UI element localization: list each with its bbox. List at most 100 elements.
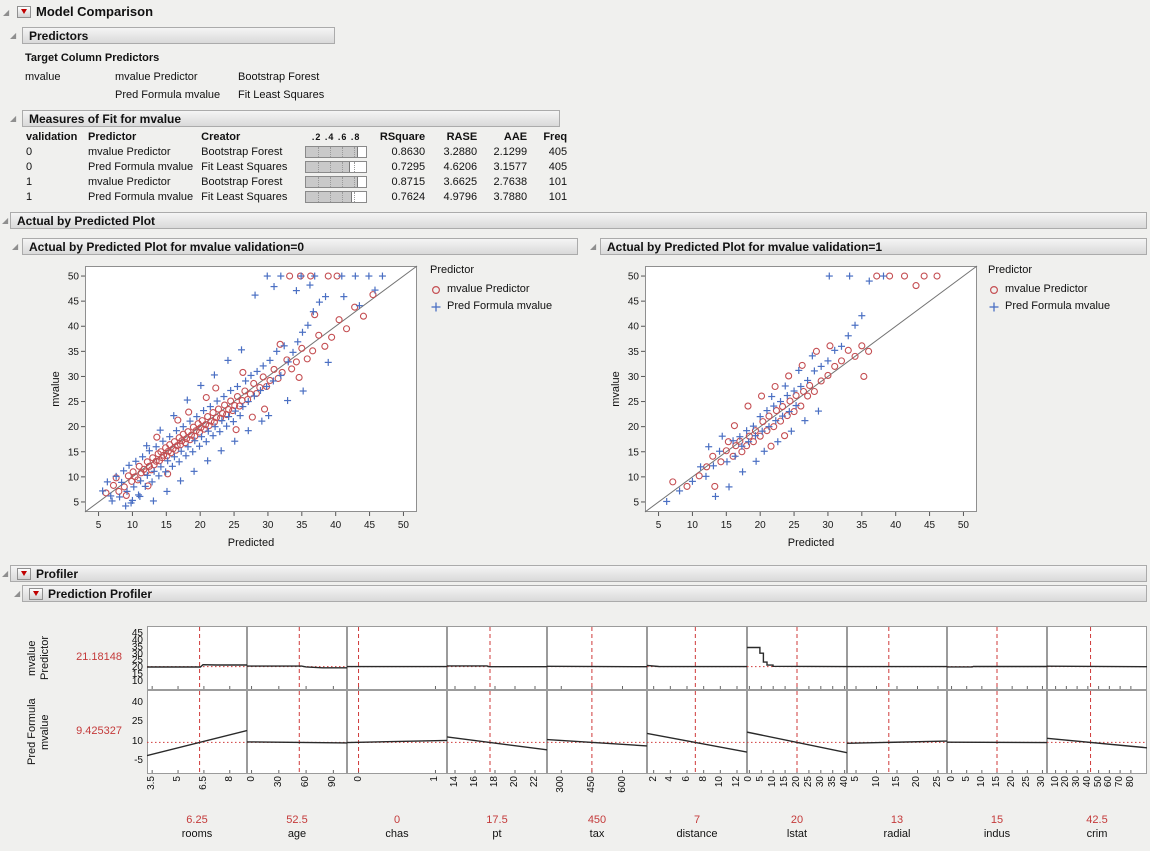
scatter-point[interactable] — [263, 382, 271, 390]
scatter-point[interactable] — [150, 461, 158, 469]
scatter-point[interactable] — [137, 477, 145, 485]
factor-current-value[interactable]: 450 — [587, 814, 607, 826]
scatter-point[interactable] — [186, 436, 194, 444]
scatter-point[interactable] — [231, 437, 239, 445]
legend-item[interactable]: mvalue Predictor — [430, 281, 552, 298]
scatter-point[interactable] — [760, 447, 768, 455]
scatter-point[interactable] — [284, 397, 292, 405]
scatter-point[interactable] — [738, 442, 746, 450]
scatter-point[interactable] — [205, 422, 213, 430]
profiler-cell-radial[interactable] — [847, 690, 947, 774]
scatter-point[interactable] — [767, 442, 775, 450]
disclosure-triangle[interactable]: ◢ — [2, 569, 9, 578]
scatter-point[interactable] — [263, 272, 271, 280]
scatter-point[interactable] — [193, 413, 201, 421]
scatter-point[interactable] — [371, 286, 379, 294]
scatter-point[interactable] — [259, 362, 267, 370]
scatter-point[interactable] — [204, 413, 212, 421]
scatter-plot-val1[interactable]: 5 10 15 20 25 30 35 40 45 50 5 10 15 20 25 30 35 40 45 50 Pr… — [608, 260, 985, 556]
scatter-point[interactable] — [212, 414, 220, 422]
scatter-point[interactable] — [824, 371, 832, 379]
profiler-cell-crim[interactable] — [1047, 690, 1147, 774]
scatter-point[interactable] — [231, 402, 239, 410]
scatter-point[interactable] — [779, 412, 787, 420]
scatter-point[interactable] — [315, 298, 323, 306]
scatter-point[interactable] — [663, 497, 671, 505]
scatter-point[interactable] — [342, 325, 351, 333]
factor-current-value[interactable]: 7 — [693, 814, 701, 826]
scatter-point[interactable] — [258, 417, 266, 425]
scatter-point[interactable] — [270, 283, 278, 291]
scatter-point[interactable] — [276, 340, 284, 348]
scatter-point[interactable] — [702, 472, 710, 480]
scatter-point[interactable] — [288, 365, 296, 373]
scatter-point[interactable] — [817, 362, 825, 370]
scatter-point[interactable] — [197, 381, 205, 389]
profiler-cell-tax[interactable] — [547, 690, 647, 774]
scatter-point[interactable] — [729, 437, 737, 445]
scatter-point[interactable] — [139, 453, 147, 461]
scatter-point[interactable] — [277, 371, 285, 379]
scatter-point[interactable] — [774, 438, 782, 446]
scatter-point[interactable] — [191, 437, 199, 445]
scatter-point[interactable] — [772, 417, 780, 425]
scatter-point[interactable] — [865, 347, 873, 355]
profiler-cell-radial[interactable] — [847, 626, 947, 690]
factor-current-value[interactable]: 42.5 — [1086, 814, 1108, 826]
scatter-point[interactable] — [198, 433, 206, 441]
scatter-point[interactable] — [116, 493, 124, 501]
scatter-point[interactable] — [824, 357, 832, 365]
scatter-point[interactable] — [751, 432, 759, 440]
scatter-point[interactable] — [145, 462, 153, 470]
scatter-point[interactable] — [233, 392, 241, 401]
scatter-point[interactable] — [324, 272, 332, 280]
scatter-point[interactable] — [185, 408, 193, 416]
scatter-point[interactable] — [122, 502, 130, 510]
scatter-point[interactable] — [187, 431, 195, 439]
scatter-point[interactable] — [209, 432, 217, 440]
scatter-point[interactable] — [155, 472, 163, 480]
scatter-point[interactable] — [744, 402, 752, 410]
scatter-point[interactable] — [304, 321, 312, 329]
scatter-point[interactable] — [298, 328, 306, 336]
scatter-point[interactable] — [355, 302, 363, 310]
factor-current-value[interactable]: 52.5 — [286, 814, 308, 826]
profiler-cell-lstat[interactable] — [747, 626, 847, 690]
scatter-point[interactable] — [781, 382, 789, 390]
profiler-cell-rooms[interactable] — [147, 690, 247, 774]
scatter-point[interactable] — [844, 332, 852, 340]
scatter-point[interactable] — [259, 373, 267, 381]
scatter-point[interactable] — [143, 471, 151, 479]
scatter-point[interactable] — [851, 321, 859, 329]
scatter-point[interactable] — [322, 293, 330, 301]
profiler-cell-pt[interactable] — [447, 690, 547, 774]
scatter-point[interactable] — [289, 348, 297, 356]
scatter-point[interactable] — [112, 472, 120, 480]
scatter-point[interactable] — [159, 437, 167, 445]
scatter-point[interactable] — [248, 413, 256, 421]
scatter-point[interactable] — [351, 303, 359, 311]
scatter-point[interactable] — [359, 312, 368, 320]
scatter-point[interactable] — [705, 443, 713, 451]
red-triangle-menu[interactable] — [17, 567, 31, 580]
scatter-point[interactable] — [810, 367, 818, 375]
profiler-cell-distance[interactable] — [647, 690, 747, 774]
scatter-point[interactable] — [168, 462, 176, 470]
scatter-point[interactable] — [211, 423, 219, 431]
scatter-point[interactable] — [756, 413, 764, 421]
scatter-point[interactable] — [153, 433, 161, 441]
scatter-point[interactable] — [826, 342, 834, 350]
scatter-point[interactable] — [851, 352, 859, 360]
factor-current-value[interactable]: 20 — [790, 814, 804, 826]
scatter-point[interactable] — [860, 372, 868, 380]
scatter-point[interactable] — [225, 406, 233, 414]
scatter-point[interactable] — [200, 407, 208, 415]
scatter-point[interactable] — [724, 438, 732, 446]
profiler-cell-rooms[interactable] — [147, 626, 247, 690]
scatter-point[interactable] — [189, 448, 197, 456]
red-triangle-menu[interactable] — [29, 587, 43, 600]
scatter-point[interactable] — [232, 426, 240, 434]
scatter-point[interactable] — [270, 365, 278, 373]
profiler-cell-tax[interactable] — [547, 626, 647, 690]
scatter-point[interactable] — [688, 477, 696, 485]
